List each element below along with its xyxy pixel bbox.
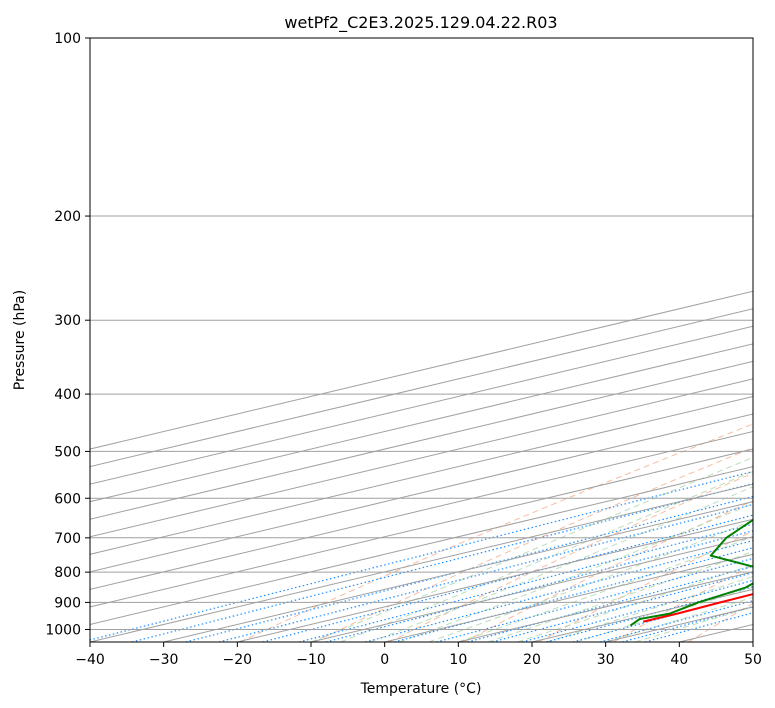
dry-adiabat — [463, 500, 753, 642]
isotherm — [310, 536, 753, 642]
isotherm — [90, 413, 753, 573]
mixing-ratio-line — [645, 612, 753, 642]
isotherm — [90, 466, 753, 625]
y-tick-label: 800 — [54, 565, 81, 581]
y-tick-label: 500 — [54, 444, 81, 460]
x-tick-label: 50 — [744, 652, 762, 668]
y-tick-label: 300 — [54, 313, 81, 329]
mixing-ratio-line — [365, 539, 753, 642]
background-lines — [90, 38, 775, 642]
x-tick-label: −40 — [75, 652, 105, 668]
y-tick-label: 600 — [54, 491, 81, 507]
plot-frame — [89, 37, 754, 643]
x-axis-label: Temperature (°C) — [360, 681, 482, 697]
x-tick-label: 30 — [597, 652, 615, 668]
dry-adiabat — [763, 38, 775, 642]
isotherm — [90, 448, 753, 608]
isotherm — [752, 641, 753, 642]
axes: −40 −30 −20 −10 0 10 20 30 40 50 100 200 300 400 500 60… — [45, 31, 762, 668]
dry-adiabat — [389, 472, 753, 642]
y-tick-label: 100 — [54, 31, 81, 47]
x-tick-label: 0 — [380, 652, 389, 668]
x-tick-label: −10 — [296, 652, 326, 668]
x-tick-label: 40 — [670, 652, 688, 668]
y-tick-label: 700 — [54, 531, 81, 547]
mixing-ratio-line — [218, 503, 753, 642]
y-tick-label: 400 — [54, 387, 81, 403]
isotherm — [90, 483, 753, 642]
isotherm — [90, 325, 753, 485]
isotherm — [90, 395, 753, 555]
x-tick-label: −20 — [223, 652, 253, 668]
x-tick-label: 20 — [523, 652, 541, 668]
mixing-ratio-line — [299, 523, 753, 642]
x-tick-label: −30 — [149, 652, 179, 668]
x-tick-label: 10 — [449, 652, 467, 668]
mixing-ratio-line — [622, 606, 753, 642]
y-tick-label: 900 — [54, 595, 81, 611]
mixing-ratio-line — [394, 547, 753, 642]
y-tick-label: 1000 — [45, 622, 81, 638]
isotherm — [163, 501, 753, 642]
isotherm — [90, 431, 753, 590]
isotherm — [237, 518, 753, 642]
mixing-ratio-line — [325, 530, 753, 642]
plot-background — [90, 38, 753, 642]
chart-title: wetPf2_C2E3.2025.129.04.22.R03 — [284, 13, 557, 33]
y-tick-label: 200 — [54, 209, 81, 225]
y-axis-label: Pressure (hPa) — [12, 290, 28, 390]
isotherm — [90, 308, 753, 468]
isotherm — [90, 290, 753, 450]
